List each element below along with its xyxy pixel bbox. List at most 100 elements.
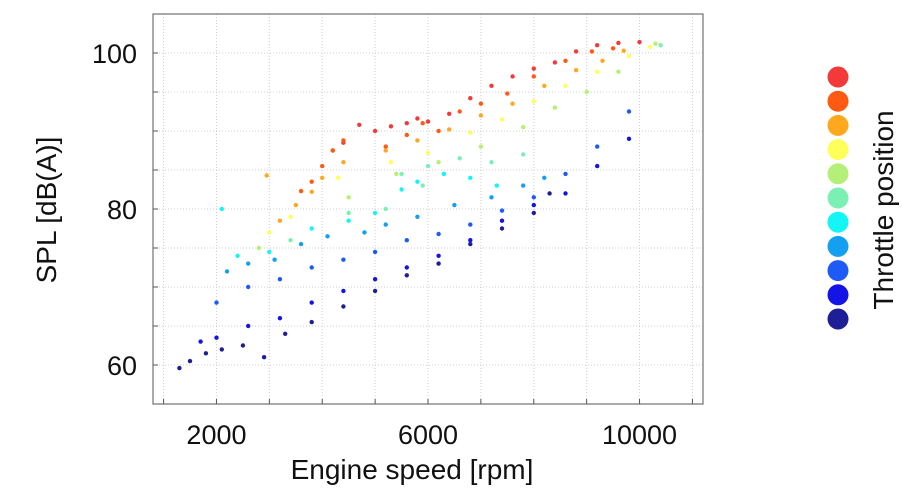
data-point — [399, 187, 404, 192]
data-point — [489, 195, 494, 200]
data-point — [425, 163, 431, 169]
data-point — [573, 49, 579, 54]
series-7 — [224, 175, 547, 274]
data-point — [616, 40, 621, 46]
data-point — [309, 319, 314, 325]
data-point — [362, 230, 367, 235]
data-point — [372, 277, 378, 282]
data-point — [187, 358, 193, 364]
data-point — [372, 128, 378, 134]
data-point — [595, 163, 600, 169]
data-point — [420, 183, 425, 188]
data-point — [415, 179, 420, 184]
data-point — [214, 300, 219, 305]
data-point — [447, 127, 452, 132]
data-point — [499, 218, 505, 223]
data-point — [325, 234, 330, 239]
series-6 — [219, 171, 499, 258]
data-point — [610, 46, 616, 51]
data-point — [372, 288, 378, 294]
data-point — [647, 44, 653, 49]
x-tick-label: 2000 — [186, 420, 246, 450]
data-point — [589, 49, 595, 54]
data-point — [404, 273, 409, 278]
data-point — [320, 175, 325, 180]
data-point — [489, 160, 494, 165]
data-point — [394, 171, 399, 177]
data-point — [468, 96, 473, 101]
data-point — [552, 60, 558, 65]
series-1 — [298, 46, 616, 194]
data-point — [341, 288, 346, 294]
data-point — [298, 188, 304, 194]
data-point — [224, 269, 230, 274]
data-point — [341, 304, 346, 309]
data-point — [547, 191, 552, 196]
data-point — [383, 144, 388, 149]
data-point — [468, 222, 473, 227]
data-point — [441, 171, 447, 177]
data-point — [505, 91, 510, 96]
legend-swatch — [827, 66, 849, 88]
data-point — [478, 144, 484, 149]
data-point — [267, 230, 272, 235]
data-point — [552, 105, 558, 110]
data-point — [626, 53, 632, 59]
data-point — [510, 74, 515, 79]
data-point — [177, 365, 182, 371]
data-point — [246, 261, 251, 266]
data-point — [246, 284, 251, 290]
data-point — [320, 163, 325, 169]
scatter-points — [177, 39, 663, 371]
legend-swatch — [827, 235, 849, 257]
data-point — [531, 202, 536, 208]
data-point — [219, 347, 224, 352]
data-point — [478, 113, 484, 118]
data-point — [457, 156, 462, 161]
data-point — [521, 152, 526, 157]
data-point — [198, 339, 203, 344]
data-point — [436, 253, 441, 258]
data-point — [298, 241, 304, 247]
data-point — [494, 183, 499, 188]
legend-swatches — [827, 66, 849, 330]
legend: Throttle position — [827, 66, 899, 330]
grid — [153, 14, 703, 404]
data-point — [531, 195, 536, 200]
data-point — [653, 41, 658, 46]
series-3 — [267, 44, 653, 235]
data-point — [425, 119, 431, 124]
data-point — [372, 210, 378, 216]
data-point — [531, 66, 536, 71]
data-point — [436, 128, 441, 134]
data-point — [383, 206, 388, 212]
legend-swatch — [827, 260, 849, 282]
data-point — [240, 343, 246, 348]
data-point — [335, 175, 341, 180]
data-point — [404, 121, 409, 126]
data-point — [468, 238, 473, 243]
data-point — [563, 191, 568, 196]
data-point — [531, 99, 536, 104]
data-point — [531, 74, 536, 79]
tick-labels: 2000 6000 10000 60 80 100 — [92, 39, 677, 450]
data-point — [346, 210, 351, 216]
data-point — [499, 117, 505, 122]
data-point — [531, 210, 536, 216]
legend-swatch — [827, 114, 849, 136]
data-point — [372, 249, 378, 255]
data-point — [404, 132, 409, 138]
data-point — [626, 136, 632, 141]
data-point — [595, 69, 600, 74]
data-point — [264, 173, 269, 178]
data-point — [341, 160, 346, 165]
data-point — [584, 89, 589, 95]
data-point — [637, 39, 642, 45]
data-point — [309, 179, 314, 184]
y-axis-label: SPL [dB(A)] — [31, 137, 62, 284]
data-point — [542, 175, 547, 180]
series-10 — [177, 191, 552, 371]
legend-title: Throttle position — [868, 110, 899, 309]
legend-swatch — [827, 163, 849, 185]
data-point — [388, 160, 394, 165]
